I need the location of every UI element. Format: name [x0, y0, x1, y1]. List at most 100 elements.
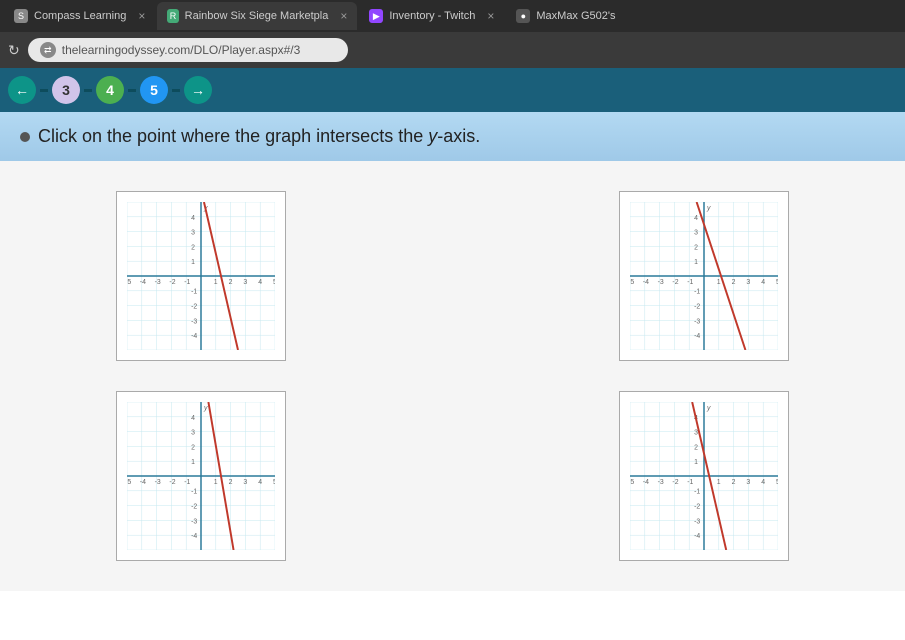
svg-text:3: 3 [694, 430, 698, 437]
tab-label: Inventory - Twitch [389, 10, 475, 22]
svg-text:-3: -3 [155, 479, 161, 486]
graph-option-2[interactable]: yx-5-4-3-2-112345-4-3-2-11234 [619, 191, 789, 361]
svg-text:-3: -3 [155, 279, 161, 286]
svg-text:-5: -5 [127, 479, 131, 486]
bullet-icon [20, 132, 30, 142]
svg-text:-2: -2 [672, 279, 678, 286]
browser-tab-maxmax[interactable]: ● MaxMax G502's [506, 2, 625, 30]
svg-text:-1: -1 [191, 489, 197, 496]
svg-text:-1: -1 [184, 279, 190, 286]
svg-text:3: 3 [746, 479, 750, 486]
svg-text:y: y [203, 405, 208, 412]
svg-text:4: 4 [761, 279, 765, 286]
svg-text:-4: -4 [643, 279, 649, 286]
tab-label: Rainbow Six Siege Marketpla [185, 10, 329, 22]
step-back-button[interactable]: ← [8, 76, 36, 104]
instruction-text: Click on the point where the graph inter… [38, 126, 480, 147]
tab-icon: ● [516, 9, 530, 23]
svg-text:1: 1 [694, 459, 698, 466]
svg-text:-3: -3 [694, 518, 700, 525]
browser-tab-twitch[interactable]: ▶ Inventory - Twitch × [359, 2, 504, 30]
browser-tab-strip: S Compass Learning × R Rainbow Six Siege… [0, 0, 905, 32]
close-icon[interactable]: × [487, 9, 494, 23]
svg-text:-2: -2 [694, 504, 700, 511]
svg-text:2: 2 [191, 444, 195, 451]
tab-icon: R [167, 9, 178, 23]
svg-text:-2: -2 [672, 479, 678, 486]
graphs-area: yx-5-4-3-2-112345-4-3-2-11234 yx-5-4-3-2… [0, 161, 905, 591]
svg-text:3: 3 [746, 279, 750, 286]
svg-text:-2: -2 [191, 504, 197, 511]
svg-text:5: 5 [776, 479, 778, 486]
svg-text:-5: -5 [630, 479, 634, 486]
tab-icon: ▶ [369, 9, 383, 23]
svg-text:4: 4 [191, 415, 195, 422]
page-content: ← 3 4 5 → Click on the point where the g… [0, 68, 905, 640]
svg-text:-3: -3 [191, 518, 197, 525]
graph-option-4[interactable]: yx-5-4-3-2-112345-4-3-2-11234 [619, 391, 789, 561]
site-icon: ⇄ [40, 42, 56, 58]
svg-text:5: 5 [273, 479, 275, 486]
step-4-button[interactable]: 4 [96, 76, 124, 104]
svg-text:1: 1 [191, 259, 195, 266]
svg-text:5: 5 [776, 279, 778, 286]
svg-text:-4: -4 [191, 333, 197, 340]
svg-text:2: 2 [731, 479, 735, 486]
svg-text:4: 4 [258, 279, 262, 286]
svg-text:-3: -3 [657, 479, 663, 486]
svg-text:-1: -1 [184, 479, 190, 486]
svg-text:1: 1 [214, 279, 218, 286]
svg-text:4: 4 [258, 479, 262, 486]
graph-option-3[interactable]: yx-5-4-3-2-112345-4-3-2-11234 [116, 391, 286, 561]
tab-label: Compass Learning [34, 10, 126, 22]
svg-text:-4: -4 [191, 533, 197, 540]
svg-text:-1: -1 [687, 279, 693, 286]
svg-text:-5: -5 [127, 279, 131, 286]
tab-icon: S [14, 9, 28, 23]
step-connector [128, 89, 136, 92]
tab-label: MaxMax G502's [536, 10, 615, 22]
svg-text:-5: -5 [630, 279, 634, 286]
svg-text:1: 1 [717, 279, 721, 286]
svg-text:1: 1 [717, 479, 721, 486]
url-bar: ↻ ⇄ thelearningodyssey.com/DLO/Player.as… [0, 32, 905, 68]
svg-text:-4: -4 [694, 533, 700, 540]
svg-text:3: 3 [244, 479, 248, 486]
close-icon[interactable]: × [340, 9, 347, 23]
svg-text:3: 3 [191, 430, 195, 437]
svg-text:3: 3 [244, 279, 248, 286]
step-forward-button[interactable]: → [184, 76, 212, 104]
browser-tab-compass[interactable]: S Compass Learning × [4, 2, 155, 30]
svg-text:-2: -2 [170, 279, 176, 286]
svg-text:-2: -2 [191, 304, 197, 311]
svg-text:-1: -1 [191, 289, 197, 296]
svg-text:-2: -2 [694, 304, 700, 311]
svg-text:2: 2 [731, 279, 735, 286]
svg-text:2: 2 [191, 244, 195, 251]
close-icon[interactable]: × [138, 9, 145, 23]
svg-text:4: 4 [694, 215, 698, 222]
svg-text:-4: -4 [643, 479, 649, 486]
svg-text:4: 4 [761, 479, 765, 486]
svg-text:-1: -1 [687, 479, 693, 486]
url-field[interactable]: ⇄ thelearningodyssey.com/DLO/Player.aspx… [28, 38, 348, 62]
step-navigation: ← 3 4 5 → [0, 68, 905, 112]
url-text: thelearningodyssey.com/DLO/Player.aspx#/… [62, 43, 301, 57]
svg-text:1: 1 [191, 459, 195, 466]
svg-text:y: y [706, 205, 711, 212]
svg-text:-1: -1 [694, 289, 700, 296]
reload-icon[interactable]: ↻ [8, 42, 20, 59]
svg-text:2: 2 [694, 244, 698, 251]
step-connector [84, 89, 92, 92]
svg-text:-3: -3 [191, 318, 197, 325]
step-5-button[interactable]: 5 [140, 76, 168, 104]
step-connector [172, 89, 180, 92]
step-3-button[interactable]: 3 [52, 76, 80, 104]
svg-text:-3: -3 [694, 318, 700, 325]
browser-tab-rainbow[interactable]: R Rainbow Six Siege Marketpla × [157, 2, 357, 30]
svg-text:4: 4 [191, 215, 195, 222]
svg-text:3: 3 [191, 230, 195, 237]
graph-option-1[interactable]: yx-5-4-3-2-112345-4-3-2-11234 [116, 191, 286, 361]
svg-text:-3: -3 [657, 279, 663, 286]
svg-text:-4: -4 [140, 279, 146, 286]
